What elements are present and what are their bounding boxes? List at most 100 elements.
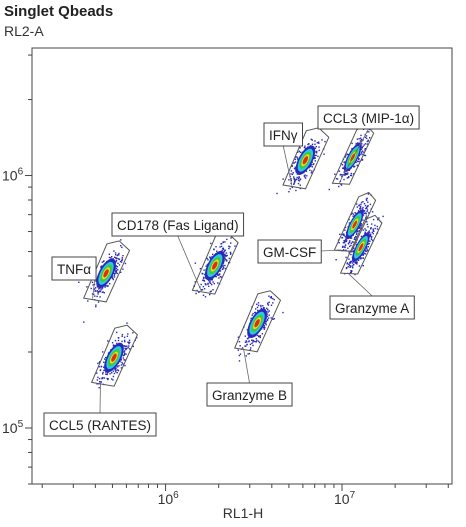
dot (367, 205, 369, 208)
dot (195, 292, 197, 295)
dot (350, 172, 352, 175)
dot (238, 360, 241, 362)
dot (96, 383, 98, 385)
dot (357, 157, 359, 159)
dot (368, 242, 370, 245)
dot (220, 276, 223, 278)
dot (344, 246, 346, 249)
dot (116, 266, 119, 268)
dot (288, 179, 290, 181)
dot (251, 314, 253, 316)
dot (351, 260, 353, 262)
dot (257, 302, 260, 304)
dot (107, 340, 109, 342)
dot (352, 241, 354, 243)
dot (348, 222, 351, 224)
dot (105, 285, 107, 287)
dot (260, 308, 262, 310)
dot (115, 265, 117, 267)
dot (116, 257, 118, 260)
dot (342, 174, 344, 176)
dot (209, 293, 211, 296)
y-tick-label: 106 (2, 167, 24, 184)
dot (198, 291, 200, 293)
dot (344, 244, 347, 246)
dot (272, 297, 274, 300)
dot (348, 263, 350, 265)
dot (370, 237, 373, 239)
dot (306, 175, 308, 177)
dot (364, 253, 367, 255)
dot (212, 289, 214, 291)
dot (316, 142, 319, 144)
dot (304, 174, 306, 176)
dot (362, 229, 364, 231)
dot (260, 304, 262, 307)
dot (94, 295, 96, 297)
dot (122, 255, 124, 257)
dot (357, 230, 359, 232)
dot (270, 317, 272, 319)
dot (344, 161, 346, 163)
dot (311, 139, 313, 141)
dot (91, 281, 94, 284)
leader-line (321, 249, 342, 252)
dot (207, 259, 209, 261)
dot (124, 364, 126, 367)
dot (344, 240, 346, 242)
dot (202, 294, 205, 296)
dot (344, 235, 346, 238)
dot (314, 140, 316, 142)
dot (348, 218, 350, 221)
dot (115, 257, 117, 259)
dot (121, 333, 124, 336)
dot (291, 186, 293, 189)
x-tick-label: 106 (158, 490, 180, 507)
dot (115, 371, 117, 373)
dot (104, 284, 107, 287)
dot (222, 241, 224, 243)
dot (234, 245, 236, 247)
dot (343, 171, 345, 173)
dot (374, 227, 376, 230)
dot (336, 178, 339, 180)
dot (318, 142, 320, 144)
dot (364, 148, 366, 150)
dot (362, 253, 364, 255)
dot (365, 135, 368, 137)
dot (205, 284, 207, 286)
dot (101, 265, 103, 267)
dot (299, 184, 301, 186)
density-layer (352, 220, 358, 229)
dot (349, 174, 352, 177)
dot (355, 236, 358, 238)
dot (115, 254, 117, 256)
dot (376, 228, 379, 230)
dot (349, 262, 351, 264)
dot (123, 336, 126, 338)
dot (324, 140, 326, 143)
dot (344, 156, 346, 158)
cluster-label-box (43, 412, 157, 437)
dot (119, 360, 121, 363)
dot (267, 317, 270, 319)
dot (256, 339, 258, 342)
dot (116, 365, 118, 367)
dot (123, 353, 126, 356)
dot (202, 277, 205, 280)
dot (299, 147, 301, 149)
dot (230, 237, 232, 239)
density-layer (254, 319, 260, 328)
dot (318, 149, 320, 152)
dot (117, 366, 119, 368)
dot (99, 361, 101, 363)
dot (354, 238, 356, 240)
dot (194, 281, 196, 283)
cluster-3 (237, 295, 284, 362)
dot (354, 212, 356, 214)
dot (116, 372, 118, 374)
dot (221, 249, 223, 252)
dot (210, 242, 212, 245)
dot (293, 178, 296, 180)
dot (372, 229, 374, 231)
